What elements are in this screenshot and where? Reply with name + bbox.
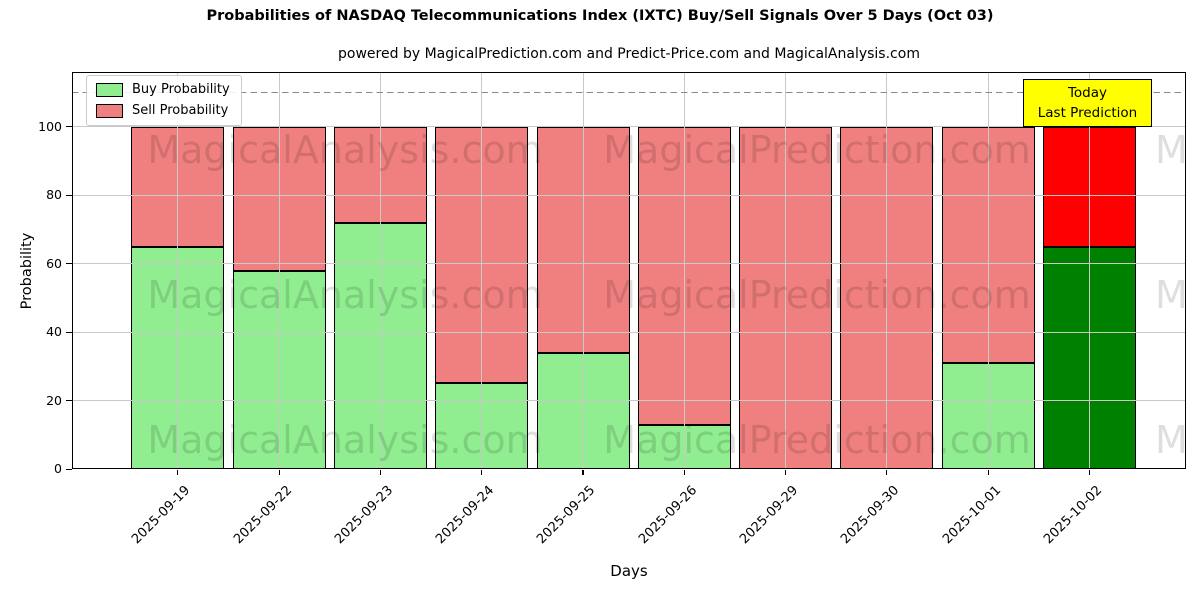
watermark-text: MagicalAnalysis.com [1155,273,1186,317]
gridline-vertical [582,72,584,469]
sell-probability-label: Sell Probability [132,103,229,118]
y-tick-label: 100 [38,118,62,134]
y-tick-mark [66,263,72,265]
x-tick-label: 2025-09-19 [129,483,194,548]
gridline-vertical [1089,72,1090,469]
gridline-vertical [886,72,888,469]
watermark-text: MagicalAnalysis.com [1155,128,1186,172]
y-tick-label: 40 [46,324,62,340]
x-tick-label: 2025-09-22 [230,483,295,548]
y-tick-mark [66,468,72,470]
watermark-text: MagicalPrediction.com [603,273,1031,317]
y-tick-mark [66,194,72,196]
x-tick-mark [278,470,280,475]
gridline-horizontal [72,331,1186,333]
gridline-vertical [683,72,685,469]
x-tick-label: 2025-09-30 [838,483,903,548]
buy-probability-label: Buy Probability [132,82,230,97]
gridline-vertical [987,72,989,469]
annotation-line-last-prediction: Last Prediction [1037,105,1138,121]
y-tick-label: 20 [46,392,62,408]
legend: Buy Probability Sell Probability [86,75,242,126]
x-tick-label: 2025-10-02 [1041,483,1106,548]
x-tick-label: 2025-09-24 [433,483,498,548]
x-tick-mark [1088,470,1091,475]
y-tick-mark [66,331,72,333]
x-tick-mark [582,470,584,475]
gridline-horizontal [72,126,1186,128]
legend-item-sell: Sell Probability [96,104,230,118]
x-axis-label: Days [610,562,648,580]
x-axis-ticks: 2025-09-19 2025-09-22 2025-09-23 2025-09-24… [72,470,1186,580]
x-tick-label: 2025-09-26 [635,483,700,548]
legend-item-buy: Buy Probability [96,83,230,97]
watermark-text: MagicalAnalysis.com [147,128,543,172]
y-tick-mark [66,400,72,402]
x-tick-mark [177,470,179,475]
y-tick-label: 60 [46,255,62,271]
chart-subtitle: powered by MagicalPrediction.com and Pre… [338,46,920,62]
x-tick-mark [683,470,685,475]
today-annotation: Today Last Prediction [1023,79,1152,127]
y-tick-mark [66,126,72,128]
annotation-line-today: Today [1067,85,1108,101]
gridline-horizontal [72,263,1186,265]
gridline-vertical [379,72,381,469]
threshold-dashed-line [72,91,1186,94]
sell-probability-swatch [96,104,123,118]
x-tick-label: 2025-09-29 [737,483,802,548]
buy-probability-swatch [96,83,123,97]
gridline-vertical [785,72,787,469]
watermark-text: MagicalPrediction.com [603,418,1031,462]
gridline-vertical [481,72,483,469]
watermark-text: MagicalAnalysis.com [1155,418,1186,462]
watermark-text: MagicalAnalysis.com [147,418,543,462]
x-tick-mark [379,470,381,475]
x-tick-mark [785,470,787,475]
y-tick-label: 0 [54,461,62,476]
gridline-horizontal [72,400,1186,402]
x-tick-label: 2025-10-01 [939,483,1004,548]
watermark-text: MagicalAnalysis.com [147,273,543,317]
watermark-text: MagicalPrediction.com [603,128,1031,172]
chart-title: Probabilities of NASDAQ Telecommunicatio… [206,8,994,24]
x-tick-mark [481,470,483,475]
gridline-horizontal [72,194,1186,196]
gridline-vertical [177,72,179,469]
x-tick-label: 2025-09-23 [331,483,397,548]
x-tick-mark [987,470,989,475]
gridline-vertical [278,72,280,469]
x-tick-label: 2025-09-25 [534,483,599,548]
plot-area: MagicalAnalysis.com MagicalPrediction.com… [72,72,1186,469]
y-tick-label: 80 [46,187,62,203]
x-tick-mark [886,470,888,475]
